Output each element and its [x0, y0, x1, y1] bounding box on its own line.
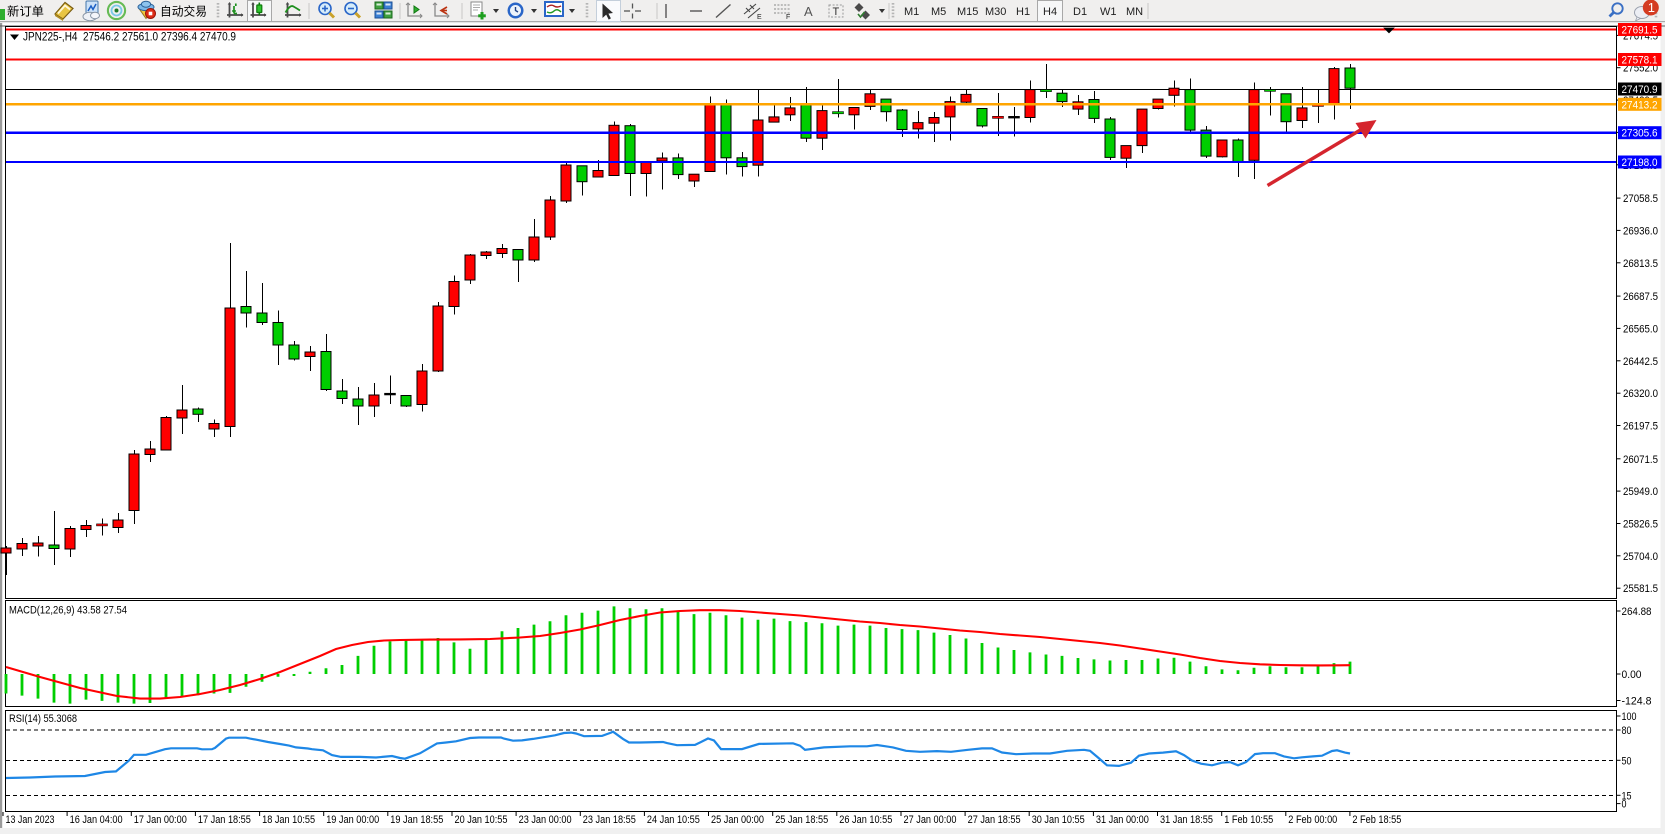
svg-text:M30: M30 [985, 6, 1006, 18]
svg-text:16 Jan 04:00: 16 Jan 04:00 [70, 814, 123, 826]
svg-text:JPN225-,H4 27546.2 27561.0 27: JPN225-,H4 27546.2 27561.0 27396.4 27470… [23, 32, 236, 44]
svg-text:25581.5: 25581.5 [1623, 583, 1658, 595]
svg-text:W1: W1 [1100, 6, 1117, 18]
svg-text:23 Jan 00:00: 23 Jan 00:00 [519, 814, 572, 826]
svg-text:26936.0: 26936.0 [1623, 225, 1658, 237]
svg-text:100: 100 [1622, 711, 1637, 723]
svg-text:15: 15 [1622, 790, 1632, 802]
svg-text:M15: M15 [957, 6, 978, 18]
svg-text:25704.0: 25704.0 [1623, 551, 1658, 563]
svg-text:80: 80 [1622, 725, 1632, 737]
svg-text:27 Jan 00:00: 27 Jan 00:00 [904, 814, 957, 826]
svg-text:H1: H1 [1016, 6, 1030, 18]
svg-text:27578.1: 27578.1 [1622, 55, 1658, 67]
svg-text:20 Jan 10:55: 20 Jan 10:55 [455, 814, 508, 826]
svg-text:F: F [786, 14, 790, 21]
svg-text:2 Feb 00:00: 2 Feb 00:00 [1288, 814, 1337, 826]
svg-text:MACD(12,26,9) 43.58 27.54: MACD(12,26,9) 43.58 27.54 [9, 605, 127, 617]
svg-text:27305.6: 27305.6 [1622, 128, 1658, 140]
svg-text:30 Jan 10:55: 30 Jan 10:55 [1032, 814, 1085, 826]
svg-text:0.00: 0.00 [1622, 669, 1642, 681]
svg-text:27691.5: 27691.5 [1622, 25, 1658, 37]
svg-text:RSI(14) 55.3068: RSI(14) 55.3068 [9, 713, 77, 725]
svg-text:17 Jan 18:55: 17 Jan 18:55 [198, 814, 251, 826]
svg-text:25 Jan 18:55: 25 Jan 18:55 [775, 814, 828, 826]
svg-text:新订单: 新订单 [7, 4, 44, 19]
svg-text:24 Jan 10:55: 24 Jan 10:55 [647, 814, 700, 826]
svg-text:26813.5: 26813.5 [1623, 258, 1658, 270]
svg-text:27198.0: 27198.0 [1622, 157, 1658, 169]
svg-text:27470.9: 27470.9 [1622, 84, 1658, 96]
svg-text:26565.0: 26565.0 [1623, 323, 1658, 335]
svg-text:13 Jan 2023: 13 Jan 2023 [6, 814, 55, 826]
svg-text:25826.5: 25826.5 [1623, 519, 1658, 531]
svg-text:27 Jan 18:55: 27 Jan 18:55 [968, 814, 1021, 826]
svg-text:23 Jan 18:55: 23 Jan 18:55 [583, 814, 636, 826]
svg-text:2 Feb 18:55: 2 Feb 18:55 [1352, 814, 1401, 826]
svg-text:27058.5: 27058.5 [1623, 193, 1658, 205]
svg-text:31 Jan 18:55: 31 Jan 18:55 [1160, 814, 1213, 826]
svg-text:A: A [804, 4, 813, 19]
svg-text:T: T [833, 6, 840, 18]
svg-text:M5: M5 [931, 6, 946, 18]
svg-text:MN: MN [1126, 6, 1143, 18]
svg-text:D1: D1 [1073, 6, 1087, 18]
svg-text:26197.5: 26197.5 [1623, 421, 1658, 433]
svg-text:50: 50 [1622, 755, 1632, 767]
svg-text:0: 0 [1622, 799, 1627, 811]
svg-text:264.88: 264.88 [1622, 606, 1652, 618]
svg-text:26687.5: 26687.5 [1623, 291, 1658, 303]
svg-text:-124.8: -124.8 [1622, 696, 1652, 708]
svg-text:自动交易: 自动交易 [160, 4, 207, 19]
svg-text:M1: M1 [904, 6, 919, 18]
svg-text:26 Jan 10:55: 26 Jan 10:55 [839, 814, 892, 826]
svg-text:25 Jan 00:00: 25 Jan 00:00 [711, 814, 764, 826]
svg-text:26442.5: 26442.5 [1623, 356, 1658, 368]
svg-text:27413.2: 27413.2 [1622, 99, 1658, 111]
svg-text:19 Jan 00:00: 19 Jan 00:00 [326, 814, 379, 826]
svg-text:19 Jan 18:55: 19 Jan 18:55 [390, 814, 443, 826]
svg-text:18 Jan 10:55: 18 Jan 10:55 [262, 814, 315, 826]
svg-text:31 Jan 00:00: 31 Jan 00:00 [1096, 814, 1149, 826]
svg-text:1: 1 [1648, 0, 1655, 15]
svg-text:E: E [757, 14, 762, 21]
svg-text:25949.0: 25949.0 [1623, 486, 1658, 498]
svg-text:26071.5: 26071.5 [1623, 454, 1658, 466]
svg-text:1 Feb 10:55: 1 Feb 10:55 [1224, 814, 1273, 826]
svg-text:H4: H4 [1043, 6, 1057, 18]
svg-text:26320.0: 26320.0 [1623, 388, 1658, 400]
svg-text:17 Jan 00:00: 17 Jan 00:00 [134, 814, 187, 826]
